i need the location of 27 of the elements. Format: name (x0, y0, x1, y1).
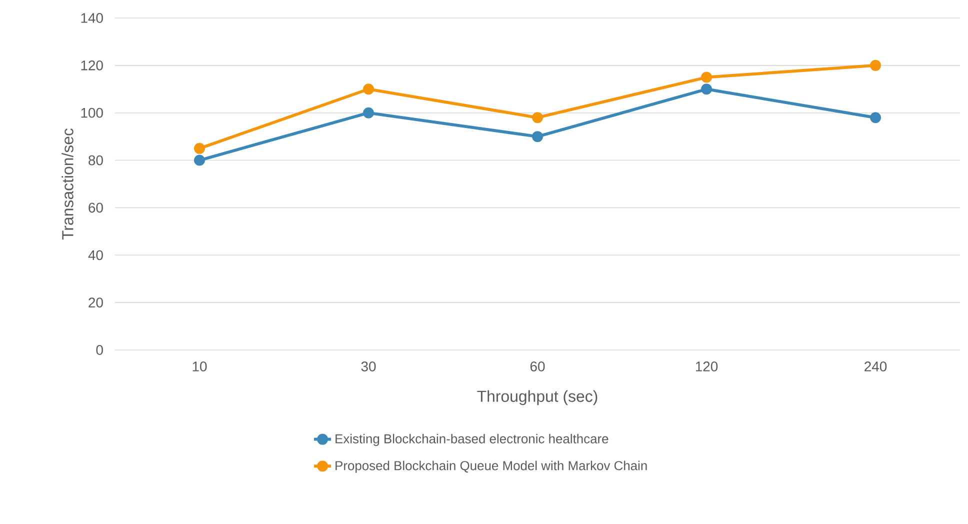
x-axis-title: Throughput (sec) (477, 390, 598, 406)
point (194, 142, 206, 154)
y-tick-label: 0 (96, 345, 103, 355)
point (701, 72, 712, 83)
legend-label: Proposed Blockchain Queue Model with Markov Chain (336, 460, 647, 473)
y-tick-label: 60 (88, 202, 103, 213)
x-tick-label: 60 (530, 362, 545, 372)
x-tick-label: 240 (864, 362, 887, 372)
point (701, 84, 712, 95)
y-tick-label: 40 (88, 250, 103, 260)
point (363, 107, 374, 118)
y-tick-label: 120 (81, 60, 103, 70)
point (532, 131, 544, 142)
point (532, 112, 544, 124)
point (194, 154, 206, 166)
point (870, 112, 882, 124)
x-tick-label: 10 (192, 362, 207, 372)
legend-label: Existing Blockchain-based electronic healthcare (336, 434, 608, 446)
y-tick-label: 140 (81, 13, 103, 23)
point (870, 60, 882, 71)
y-axis-title: Transaction/sec (62, 128, 74, 240)
y-tick-label: 100 (81, 108, 103, 118)
y-tick-label: 80 (88, 155, 103, 166)
x-tick-label: 120 (696, 362, 718, 372)
x-tick-label: 30 (361, 362, 376, 372)
y-tick-label: 20 (88, 298, 103, 308)
point (363, 84, 374, 95)
